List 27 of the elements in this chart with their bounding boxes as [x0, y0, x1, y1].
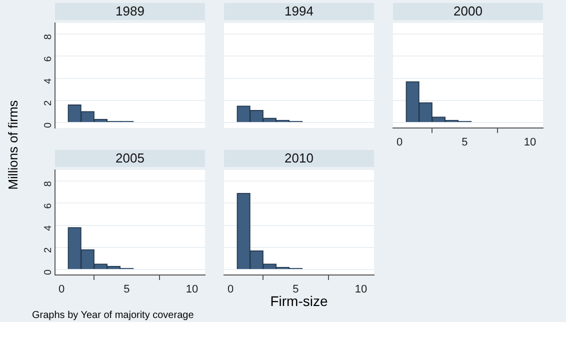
y-tick-label: 6: [42, 56, 54, 62]
x-tick-label: 5: [292, 284, 299, 296]
chart-title: 2005: [116, 150, 144, 166]
chart-title: 1994: [284, 4, 314, 19]
y-tick-label: 2: [42, 100, 54, 106]
x-tick-label: 5: [462, 136, 468, 149]
y-tick-label: 4: [42, 78, 54, 84]
x-tick-label: 0: [227, 284, 234, 296]
y-tick-label: 8: [42, 180, 54, 187]
x-axis-title: Firm-size: [270, 293, 328, 309]
y-tick-label: 0: [42, 122, 54, 128]
x-tick-label: 5: [124, 284, 130, 296]
x-tick-label: 0: [396, 136, 403, 149]
x-tick-label: 10: [186, 284, 198, 296]
x-tick-label: 10: [524, 136, 536, 149]
chart-title: 2010: [284, 150, 314, 166]
x-tick-label: 10: [354, 284, 368, 296]
y-tick-label: 4: [42, 224, 54, 231]
y-tick-label: 0: [42, 269, 54, 276]
y-tick-label: 6: [42, 202, 54, 209]
text: Graphs by Year of majority coverage: [32, 310, 194, 321]
x-tick-label: 0: [58, 284, 65, 296]
chart-title: 2000: [454, 4, 482, 19]
y-tick-label: 2: [42, 246, 54, 253]
y-tick-label: 8: [42, 34, 54, 40]
y-axis-title: Millions of firms: [6, 100, 20, 190]
chart-title: 1989: [116, 4, 144, 19]
